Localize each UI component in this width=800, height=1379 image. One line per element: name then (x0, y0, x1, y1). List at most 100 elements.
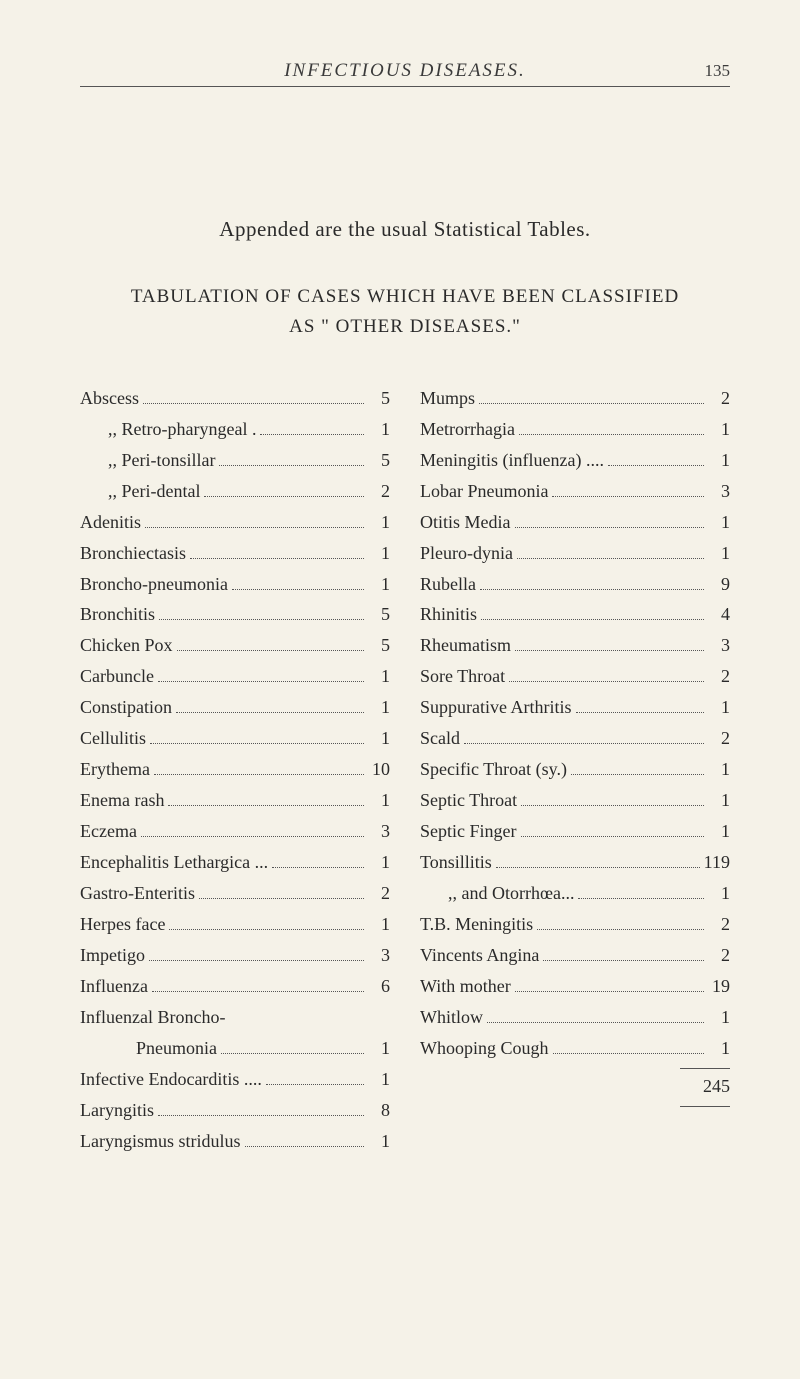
entry-value: 2 (368, 878, 390, 909)
table-row: With mother19 (420, 971, 730, 1002)
leader-dots (464, 727, 704, 744)
leader-dots (150, 727, 364, 744)
entry-value: 1 (368, 847, 390, 878)
leader-dots (521, 820, 705, 837)
leader-dots (543, 944, 704, 961)
leader-dots (199, 882, 364, 899)
entry-value: 1 (368, 1064, 390, 1095)
table-row: Tonsillitis119 (420, 847, 730, 878)
entry-value: 2 (708, 940, 730, 971)
entry-value: 19 (708, 971, 730, 1002)
entry-label: ,, Retro-pharyngeal . (80, 414, 256, 445)
entry-value: 1 (708, 445, 730, 476)
entry-value: 1 (708, 754, 730, 785)
entry-label: Herpes face (80, 909, 165, 940)
entry-value: 1 (368, 414, 390, 445)
table-row: Influenza6 (80, 971, 390, 1002)
section-title-line2: AS " OTHER DISEASES." (289, 316, 521, 337)
entry-value: 8 (368, 1095, 390, 1126)
entry-label: Meningitis (influenza) .... (420, 445, 604, 476)
entry-label: Rheumatism (420, 630, 511, 661)
entry-value: 10 (368, 754, 390, 785)
table-row: Impetigo 3 (80, 940, 390, 971)
entry-value: 1 (708, 1033, 730, 1064)
leader-dots (152, 975, 364, 992)
entry-value: 9 (708, 569, 730, 600)
leader-dots (496, 851, 700, 868)
entry-value: 1 (708, 816, 730, 847)
leader-dots (521, 789, 704, 806)
entry-value: 5 (368, 445, 390, 476)
page-number: 135 (680, 61, 730, 81)
entry-label: Whooping Cough (420, 1033, 549, 1064)
tabulation-columns: Abscess 5 ,, Retro-pharyngeal . 1 ,, Peri-to… (80, 383, 730, 1157)
table-row: Bronchiectasis1 (80, 538, 390, 569)
leader-dots (158, 665, 364, 682)
total-value: 245 (420, 1071, 730, 1102)
entry-label: Scald (420, 723, 460, 754)
table-row: Rubella9 (420, 569, 730, 600)
table-row: Infective Endocarditis ....1 (80, 1064, 390, 1095)
leader-dots (519, 418, 704, 435)
entry-value: 6 (368, 971, 390, 1002)
entry-label: Septic Throat (420, 785, 517, 816)
table-row: T.B. Meningitis2 (420, 909, 730, 940)
left-column: Abscess 5 ,, Retro-pharyngeal . 1 ,, Peri-to… (80, 383, 390, 1157)
table-row: Broncho-pneumonia1 (80, 569, 390, 600)
entry-label: Pneumonia (80, 1033, 217, 1064)
intro-text: Appended are the usual Statistical Table… (80, 217, 730, 242)
entry-label: Impetigo (80, 940, 145, 971)
table-row: Herpes face 1 (80, 909, 390, 940)
entry-label: Laryngitis (80, 1095, 154, 1126)
entry-value: 1 (368, 909, 390, 940)
table-row: Septic Finger 1 (420, 816, 730, 847)
header-title: INFECTIOUS DISEASES. (130, 60, 680, 82)
right-column: Mumps2Metrorrhagia1Meningitis (influenza… (420, 383, 730, 1157)
entry-label: Abscess (80, 383, 139, 414)
entry-label: Carbuncle (80, 661, 154, 692)
table-row: Otitis Media 1 (420, 507, 730, 538)
entry-value: 5 (368, 383, 390, 414)
table-row: ,, and Otorrhœa...1 (420, 878, 730, 909)
leader-dots (480, 572, 704, 589)
leader-dots (177, 634, 365, 651)
table-row: Laryngismus stridulus1 (80, 1126, 390, 1157)
entry-value: 1 (368, 692, 390, 723)
entry-label: Gastro-Enteritis (80, 878, 195, 909)
entry-label: ,, Peri-tonsillar (80, 445, 215, 476)
leader-dots (232, 572, 364, 589)
entry-value: 1 (368, 661, 390, 692)
entry-label: ,, and Otorrhœa... (420, 878, 574, 909)
entry-label: Chicken Pox (80, 630, 173, 661)
entry-label: Sore Throat (420, 661, 505, 692)
table-row: Lobar Pneumonia3 (420, 476, 730, 507)
leader-dots (481, 603, 704, 620)
leader-dots (571, 758, 704, 775)
table-row: ,, Peri-dental2 (80, 476, 390, 507)
table-row: Cellulitis1 (80, 723, 390, 754)
table-row: Specific Throat (sy.)1 (420, 754, 730, 785)
entry-label: Constipation (80, 692, 172, 723)
table-row: Pleuro-dynia1 (420, 538, 730, 569)
entry-label: Otitis Media (420, 507, 511, 538)
entry-value: 1 (708, 414, 730, 445)
entry-label: Septic Finger (420, 816, 517, 847)
leader-dots (578, 882, 704, 899)
entry-value: 119 (704, 847, 730, 878)
leader-dots (260, 418, 364, 435)
leader-dots (158, 1099, 364, 1116)
entry-value: 3 (368, 940, 390, 971)
entry-label: Laryngismus stridulus (80, 1126, 241, 1157)
table-row: Whooping Cough 1 (420, 1033, 730, 1064)
leader-dots (553, 1037, 705, 1054)
total-rule-bottom (680, 1106, 730, 1107)
table-row: ,, Retro-pharyngeal . 1 (80, 414, 390, 445)
entry-value: 5 (368, 599, 390, 630)
entry-label: Rhinitis (420, 599, 477, 630)
entry-label: Influenzal Broncho- (80, 1002, 225, 1033)
entry-value: 1 (708, 507, 730, 538)
total-rule-top (680, 1068, 730, 1069)
table-row: Mumps2 (420, 383, 730, 414)
entry-value: 1 (368, 569, 390, 600)
entry-label: Encephalitis Lethargica ... (80, 847, 268, 878)
